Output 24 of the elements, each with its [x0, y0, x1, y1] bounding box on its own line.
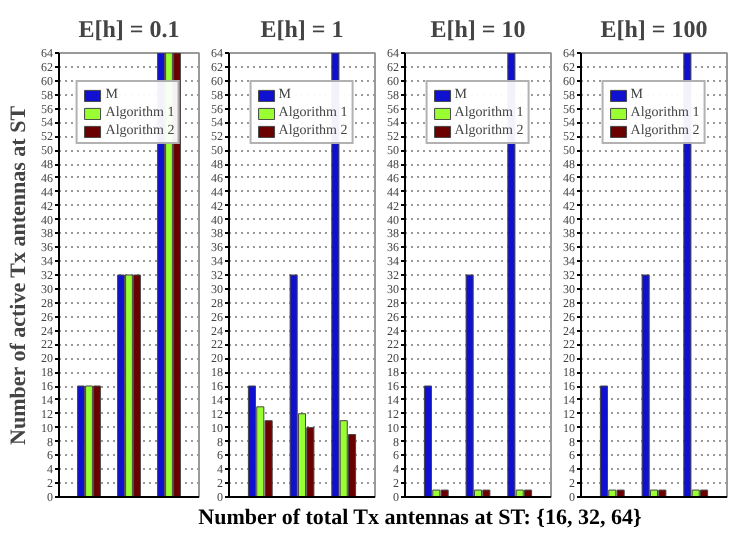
bar — [289, 274, 298, 497]
bar — [700, 489, 709, 497]
bar — [77, 385, 85, 497]
bar — [482, 489, 491, 497]
chart-title: E[h] = 100 — [600, 15, 708, 43]
bar — [465, 274, 474, 497]
bar — [440, 489, 449, 497]
chart-title: E[h] = 0.1 — [78, 15, 180, 43]
bar — [125, 274, 133, 497]
bar — [641, 274, 650, 497]
bar — [423, 385, 432, 497]
bar — [616, 489, 625, 497]
bar — [247, 385, 256, 497]
chart-title: E[h] = 1 — [260, 15, 344, 43]
bar — [85, 385, 93, 497]
bar — [117, 274, 125, 497]
bar — [599, 385, 608, 497]
bar — [658, 489, 667, 497]
x-axis-title: Number of total Tx antennas at ST: {16, 32, 64} — [198, 504, 642, 534]
y-axis-title: Number of active Tx antennas at ST — [7, 104, 31, 445]
bar — [93, 385, 101, 497]
chart-title: E[h] = 10 — [430, 15, 526, 43]
bar — [524, 489, 533, 497]
bar — [133, 274, 141, 497]
